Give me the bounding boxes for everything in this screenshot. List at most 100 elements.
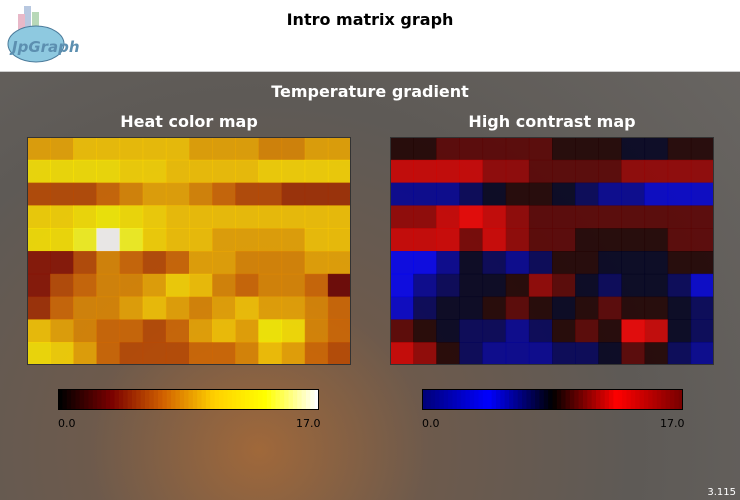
- matrix-cell: [459, 251, 484, 275]
- matrix-cell: [667, 342, 692, 365]
- matrix-cell: [27, 273, 51, 298]
- matrix-cell: [235, 251, 259, 275]
- matrix-cell: [50, 159, 74, 184]
- version-label: 3.115: [707, 487, 736, 498]
- legend-swatch: [105, 389, 111, 410]
- matrix-cell: [667, 273, 692, 298]
- matrix-cell: [390, 137, 414, 161]
- matrix-cell: [50, 319, 74, 343]
- legend-swatch: [600, 389, 606, 410]
- legend-swatch: [153, 389, 159, 410]
- legend-swatch: [552, 389, 558, 410]
- legend-swatch: [661, 389, 667, 410]
- matrix-cell: [165, 228, 190, 252]
- matrix-cell: [390, 273, 414, 298]
- matrix-cell: [119, 182, 144, 206]
- matrix-cell: [390, 182, 414, 206]
- matrix-cell: [459, 296, 484, 320]
- matrix-cell: [621, 159, 646, 184]
- matrix-cell: [482, 273, 507, 298]
- matrix-cell: [189, 205, 213, 229]
- jpgraph-logo: JpGraph: [7, 6, 80, 63]
- matrix-cell: [96, 205, 121, 229]
- matrix-cell: [644, 296, 669, 320]
- legend-swatch: [179, 389, 185, 410]
- matrix-cell: [235, 296, 259, 320]
- matrix-cell: [304, 205, 329, 229]
- legend-swatch: [232, 389, 237, 410]
- legend-swatch: [500, 389, 506, 410]
- matrix-cell: [621, 205, 646, 229]
- matrix-cell: [327, 273, 351, 298]
- matrix-cell: [575, 273, 599, 298]
- matrix-cell: [189, 296, 213, 320]
- legend-swatch: [543, 389, 549, 410]
- legend-swatch: [136, 389, 142, 410]
- matrix-cell: [528, 319, 553, 343]
- matrix-cell: [27, 319, 51, 343]
- matrix-cell: [50, 296, 74, 320]
- legend-swatch: [184, 389, 189, 410]
- matrix-cell: [212, 228, 236, 252]
- legend-swatch: [448, 389, 453, 410]
- matrix-cell: [235, 273, 259, 298]
- matrix-cell: [644, 182, 669, 206]
- matrix-cell: [142, 205, 167, 229]
- matrix-cell: [413, 342, 437, 365]
- legend-swatch: [253, 389, 259, 410]
- matrix-cell: [50, 205, 74, 229]
- legend-swatch: [643, 389, 649, 410]
- legend-swatch: [171, 389, 176, 410]
- legend-swatch: [123, 389, 129, 410]
- matrix-cell: [304, 228, 329, 252]
- legend-swatch: [227, 389, 233, 410]
- graph-subtitle: Temperature gradient: [271, 82, 469, 101]
- matrix-cell: [189, 137, 213, 161]
- legend-swatch: [452, 389, 458, 410]
- heat-color-legend-bar: [58, 389, 319, 410]
- matrix-cell: [528, 228, 553, 252]
- matrix-cell: [575, 296, 599, 320]
- matrix-cell: [212, 182, 236, 206]
- matrix-cell: [73, 228, 97, 252]
- matrix-cell: [413, 205, 437, 229]
- matrix-cell: [304, 182, 329, 206]
- matrix-cell: [552, 205, 576, 229]
- legend-swatch: [97, 389, 102, 410]
- matrix-cell: [667, 319, 692, 343]
- matrix-cell: [96, 159, 121, 184]
- matrix-cell: [142, 296, 167, 320]
- matrix-cell: [27, 137, 51, 161]
- matrix-cell: [50, 182, 74, 206]
- matrix-cell: [552, 319, 576, 343]
- matrix-cell: [212, 137, 236, 161]
- legend-swatch: [491, 389, 497, 410]
- matrix-cell: [690, 342, 714, 365]
- matrix-cell: [413, 273, 437, 298]
- legend-swatch: [561, 389, 567, 410]
- matrix-cell: [482, 319, 507, 343]
- matrix-cell: [73, 205, 97, 229]
- matrix-cell: [552, 273, 576, 298]
- matrix-cell: [165, 319, 190, 343]
- matrix-cell: [212, 273, 236, 298]
- matrix-cell: [436, 273, 460, 298]
- matrix-cell: [235, 137, 259, 161]
- matrix-cell: [552, 182, 576, 206]
- legend-swatch: [665, 389, 671, 410]
- matrix-cell: [621, 137, 646, 161]
- matrix-cell: [505, 228, 530, 252]
- matrix-cell: [552, 159, 576, 184]
- legend-swatch: [630, 389, 636, 410]
- matrix-cell: [165, 159, 190, 184]
- legend-swatch: [626, 389, 632, 410]
- legend-swatch: [71, 389, 76, 410]
- legend-frame: [58, 389, 319, 410]
- matrix-cell: [644, 273, 669, 298]
- matrix-cell: [235, 182, 259, 206]
- matrix-cell: [390, 159, 414, 184]
- matrix-cell: [165, 251, 190, 275]
- legend-swatch: [674, 389, 680, 410]
- legend-swatch: [201, 389, 207, 410]
- matrix-cell: [142, 159, 167, 184]
